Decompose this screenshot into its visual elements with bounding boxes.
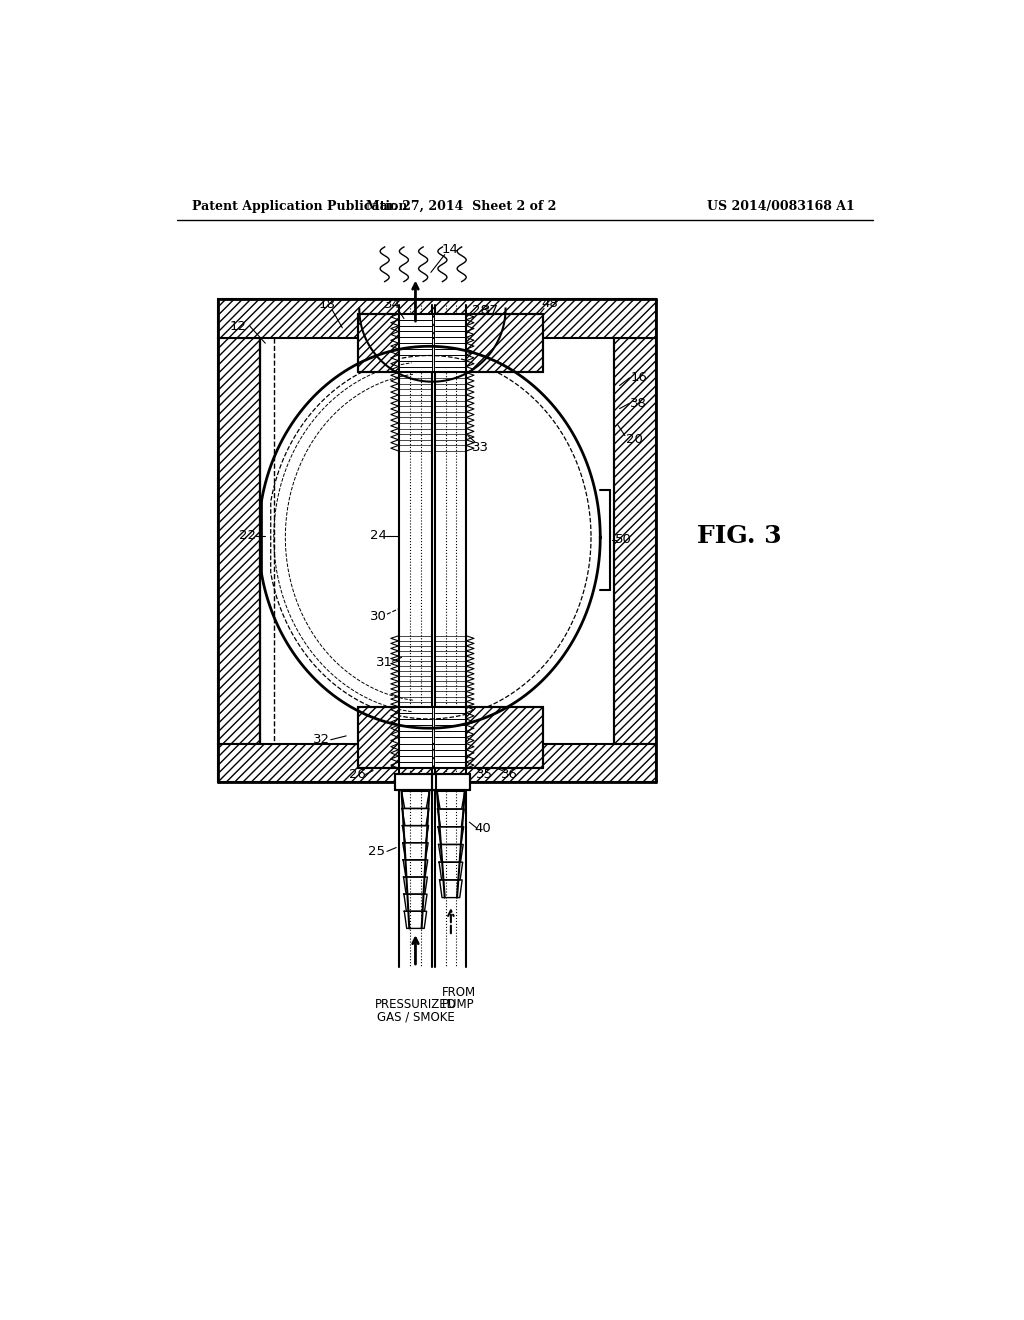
Text: FIG. 3: FIG. 3 xyxy=(696,524,781,548)
Text: 14: 14 xyxy=(441,243,459,256)
Text: 32: 32 xyxy=(313,733,330,746)
Bar xyxy=(357,706,398,768)
Text: 48: 48 xyxy=(542,297,558,310)
Text: 37: 37 xyxy=(482,305,500,317)
Bar xyxy=(357,314,398,372)
Text: 34: 34 xyxy=(384,298,400,312)
Bar xyxy=(217,300,656,338)
Text: 25: 25 xyxy=(369,845,385,858)
Text: 35: 35 xyxy=(476,768,494,781)
Bar xyxy=(217,743,656,781)
Bar xyxy=(394,775,436,789)
Text: Patent Application Publication: Patent Application Publication xyxy=(193,199,408,213)
Bar xyxy=(217,338,260,743)
Text: 40: 40 xyxy=(475,822,492,834)
Bar xyxy=(432,775,470,789)
Bar xyxy=(466,314,543,372)
Text: 31: 31 xyxy=(376,656,393,669)
Text: 38: 38 xyxy=(631,397,647,409)
Bar xyxy=(398,706,432,768)
Text: 12: 12 xyxy=(229,319,247,333)
Text: 20: 20 xyxy=(627,433,643,446)
Bar xyxy=(466,706,543,768)
Text: 33: 33 xyxy=(472,441,489,454)
Text: US 2014/0083168 A1: US 2014/0083168 A1 xyxy=(707,199,854,213)
Text: 18: 18 xyxy=(318,298,335,312)
Text: 24: 24 xyxy=(370,529,387,543)
Text: PUMP: PUMP xyxy=(442,998,475,1011)
Text: 22: 22 xyxy=(239,529,256,543)
Text: PRESSURIZED: PRESSURIZED xyxy=(375,998,457,1011)
Text: 50: 50 xyxy=(615,533,632,546)
Bar xyxy=(614,338,656,743)
Bar xyxy=(435,314,466,372)
Text: GAS / SMOKE: GAS / SMOKE xyxy=(377,1010,455,1023)
Bar xyxy=(398,314,432,372)
Text: 28: 28 xyxy=(472,305,489,317)
Text: Mar. 27, 2014  Sheet 2 of 2: Mar. 27, 2014 Sheet 2 of 2 xyxy=(367,199,557,213)
Text: FROM: FROM xyxy=(441,986,475,999)
Text: 36: 36 xyxy=(501,768,518,781)
Bar xyxy=(435,706,466,768)
Text: 16: 16 xyxy=(631,371,647,384)
Text: 26: 26 xyxy=(349,768,367,781)
Text: 30: 30 xyxy=(370,610,387,623)
